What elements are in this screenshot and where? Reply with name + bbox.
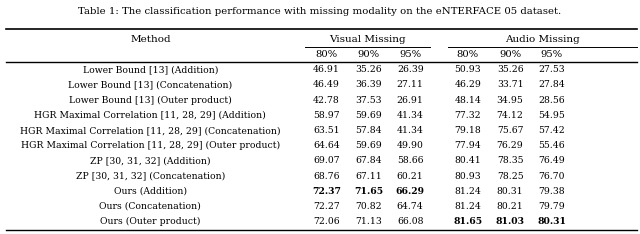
Text: 55.46: 55.46	[538, 141, 565, 150]
Text: 64.64: 64.64	[313, 141, 340, 150]
Text: 67.11: 67.11	[355, 172, 382, 181]
Text: 59.69: 59.69	[355, 141, 382, 150]
Text: 59.69: 59.69	[355, 111, 382, 120]
Text: HGR Maximal Correlation [11, 28, 29] (Outer product): HGR Maximal Correlation [11, 28, 29] (Ou…	[20, 141, 280, 150]
Text: HGR Maximal Correlation [11, 28, 29] (Addition): HGR Maximal Correlation [11, 28, 29] (Ad…	[35, 111, 266, 120]
Text: 90%: 90%	[499, 50, 521, 59]
Text: 60.21: 60.21	[397, 172, 424, 181]
Text: ZP [30, 31, 32] (Concatenation): ZP [30, 31, 32] (Concatenation)	[76, 172, 225, 181]
Text: 27.11: 27.11	[397, 80, 424, 89]
Text: Lower Bound [13] (Concatenation): Lower Bound [13] (Concatenation)	[68, 80, 232, 89]
Text: 80.41: 80.41	[454, 156, 481, 165]
Text: 75.67: 75.67	[497, 126, 524, 135]
Text: 37.53: 37.53	[355, 95, 382, 105]
Text: 70.82: 70.82	[355, 202, 382, 211]
Text: 57.42: 57.42	[538, 126, 565, 135]
Text: 46.29: 46.29	[454, 80, 481, 89]
Text: 81.03: 81.03	[495, 217, 525, 226]
Text: HGR Maximal Correlation [11, 28, 29] (Concatenation): HGR Maximal Correlation [11, 28, 29] (Co…	[20, 126, 281, 135]
Text: 95%: 95%	[541, 50, 563, 59]
Text: 77.32: 77.32	[454, 111, 481, 120]
Text: 80%: 80%	[457, 50, 479, 59]
Text: 69.07: 69.07	[313, 156, 340, 165]
Text: 46.91: 46.91	[313, 65, 340, 74]
Text: 76.70: 76.70	[538, 172, 565, 181]
Text: 49.90: 49.90	[397, 141, 424, 150]
Text: 67.84: 67.84	[355, 156, 382, 165]
Text: 34.95: 34.95	[497, 95, 524, 105]
Text: 79.79: 79.79	[538, 202, 565, 211]
Text: Visual Missing: Visual Missing	[329, 35, 406, 44]
Text: 80%: 80%	[316, 50, 337, 59]
Text: Lower Bound [13] (Addition): Lower Bound [13] (Addition)	[83, 65, 218, 74]
Text: 27.53: 27.53	[538, 65, 565, 74]
Text: 63.51: 63.51	[313, 126, 340, 135]
Text: Table 1: The classification performance with missing modality on the eNTERFACE 0: Table 1: The classification performance …	[78, 7, 562, 16]
Text: 66.29: 66.29	[396, 187, 425, 196]
Text: 71.13: 71.13	[355, 217, 382, 226]
Text: Lower Bound [13] (Outer product): Lower Bound [13] (Outer product)	[69, 95, 232, 105]
Text: 78.35: 78.35	[497, 156, 524, 165]
Text: 72.37: 72.37	[312, 187, 341, 196]
Text: 50.93: 50.93	[454, 65, 481, 74]
Text: 80.31: 80.31	[497, 187, 524, 196]
Text: 78.25: 78.25	[497, 172, 524, 181]
Text: 35.26: 35.26	[355, 65, 382, 74]
Text: 95%: 95%	[399, 50, 421, 59]
Text: 46.49: 46.49	[313, 80, 340, 89]
Text: 81.24: 81.24	[454, 187, 481, 196]
Text: 90%: 90%	[358, 50, 380, 59]
Text: ZP [30, 31, 32] (Addition): ZP [30, 31, 32] (Addition)	[90, 156, 211, 165]
Text: 80.31: 80.31	[537, 217, 566, 226]
Text: 81.24: 81.24	[454, 202, 481, 211]
Text: 27.84: 27.84	[538, 80, 565, 89]
Text: 76.29: 76.29	[497, 141, 524, 150]
Text: 41.34: 41.34	[397, 126, 424, 135]
Text: 66.08: 66.08	[397, 217, 424, 226]
Text: 79.38: 79.38	[538, 187, 565, 196]
Text: 58.97: 58.97	[313, 111, 340, 120]
Text: 68.76: 68.76	[313, 172, 340, 181]
Text: 79.18: 79.18	[454, 126, 481, 135]
Text: 76.49: 76.49	[538, 156, 565, 165]
Text: 42.78: 42.78	[313, 95, 340, 105]
Text: Audio Missing: Audio Missing	[505, 35, 580, 44]
Text: 35.26: 35.26	[497, 65, 524, 74]
Text: Method: Method	[130, 35, 171, 44]
Text: 71.65: 71.65	[354, 187, 383, 196]
Text: 81.65: 81.65	[453, 217, 483, 226]
Text: 72.06: 72.06	[313, 217, 340, 226]
Text: 77.94: 77.94	[454, 141, 481, 150]
Text: 54.95: 54.95	[538, 111, 565, 120]
Text: 57.84: 57.84	[355, 126, 382, 135]
Text: Ours (Addition): Ours (Addition)	[114, 187, 187, 196]
Text: Ours (Outer product): Ours (Outer product)	[100, 217, 201, 226]
Text: 26.91: 26.91	[397, 95, 424, 105]
Text: 28.56: 28.56	[538, 95, 565, 105]
Text: 48.14: 48.14	[454, 95, 481, 105]
Text: 58.66: 58.66	[397, 156, 424, 165]
Text: 36.39: 36.39	[355, 80, 382, 89]
Text: 26.39: 26.39	[397, 65, 424, 74]
Text: 80.21: 80.21	[497, 202, 524, 211]
Text: 64.74: 64.74	[397, 202, 424, 211]
Text: Ours (Concatenation): Ours (Concatenation)	[99, 202, 202, 211]
Text: 41.34: 41.34	[397, 111, 424, 120]
Text: 72.27: 72.27	[313, 202, 340, 211]
Text: 74.12: 74.12	[497, 111, 524, 120]
Text: 80.93: 80.93	[454, 172, 481, 181]
Text: 33.71: 33.71	[497, 80, 524, 89]
